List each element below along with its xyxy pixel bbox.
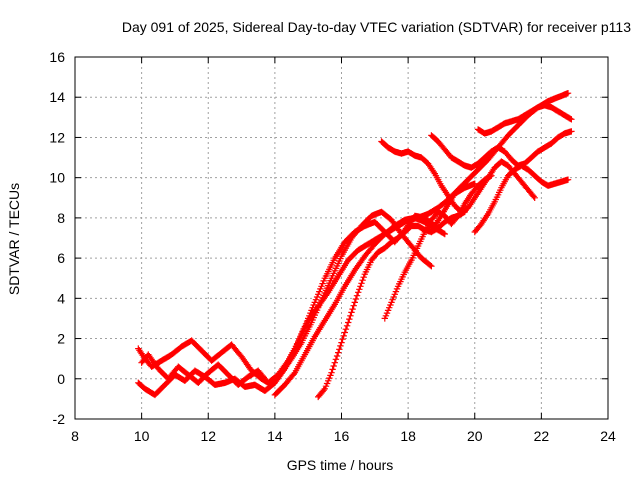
y-tick-label: -2 bbox=[53, 411, 66, 427]
x-axis-label: GPS time / hours bbox=[287, 457, 394, 473]
series-track-i bbox=[474, 102, 575, 137]
series-track-h bbox=[428, 128, 575, 171]
y-tick-label: 2 bbox=[57, 331, 65, 347]
x-tick-label: 14 bbox=[267, 428, 283, 444]
y-tick-label: 8 bbox=[57, 210, 65, 226]
marker-trail-track-g bbox=[378, 138, 538, 216]
y-tick-label: 6 bbox=[57, 250, 65, 266]
x-tick-label: 16 bbox=[334, 428, 350, 444]
x-tick-label: 12 bbox=[200, 428, 216, 444]
x-tick-label: 10 bbox=[134, 428, 150, 444]
x-tick-label: 20 bbox=[467, 428, 483, 444]
y-tick-label: 0 bbox=[57, 371, 65, 387]
data-markers bbox=[135, 90, 575, 401]
series-track-j bbox=[471, 162, 572, 236]
marker-trail-track-j bbox=[471, 162, 572, 236]
y-tick-label: 14 bbox=[49, 89, 65, 105]
x-tick-label: 22 bbox=[534, 428, 550, 444]
marker-trail-track-d bbox=[271, 214, 448, 399]
x-tick-label: 18 bbox=[400, 428, 416, 444]
grid bbox=[75, 57, 608, 419]
series-track-g bbox=[378, 138, 538, 216]
y-tick-label: 16 bbox=[49, 49, 65, 65]
y-axis-label: SDTVAR / TECUs bbox=[6, 183, 22, 295]
chart-title: Day 091 of 2025, Sidereal Day-to-day VTE… bbox=[122, 19, 631, 35]
marker-trail-track-i bbox=[474, 102, 575, 137]
x-tick-label: 24 bbox=[600, 428, 616, 444]
series-track-f bbox=[381, 172, 495, 322]
marker-trail-track-f bbox=[381, 172, 495, 322]
series-track-d bbox=[271, 214, 448, 399]
y-tick-label: 10 bbox=[49, 170, 65, 186]
marker-trail-track-h bbox=[428, 128, 575, 171]
y-tick-label: 12 bbox=[49, 129, 65, 145]
x-tick-label: 8 bbox=[71, 428, 79, 444]
y-tick-label: 4 bbox=[57, 290, 65, 306]
